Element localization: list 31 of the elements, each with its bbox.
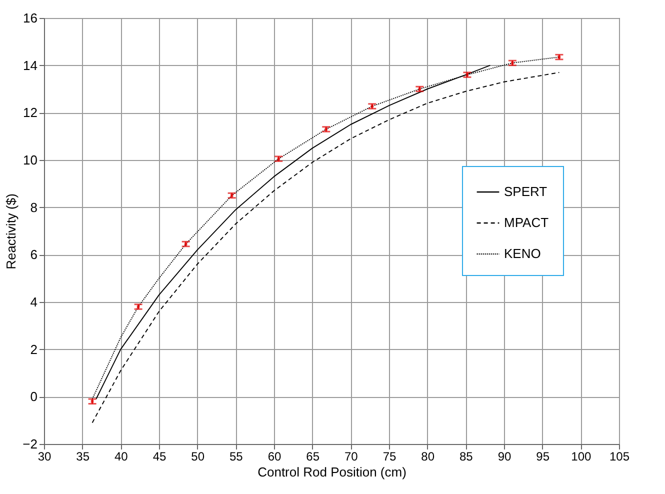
x-tick-label: 70 xyxy=(344,450,358,464)
x-tick-label: 45 xyxy=(152,450,166,464)
y-tick-label: 16 xyxy=(23,10,38,26)
x-tick-label: 105 xyxy=(609,450,630,464)
y-tick-label: 8 xyxy=(30,200,38,215)
y-tick-label: 10 xyxy=(23,152,38,168)
x-tick-label: 40 xyxy=(114,450,128,464)
x-tick-label: 30 xyxy=(38,450,52,464)
y-tick-label: 14 xyxy=(23,58,38,73)
y-tick-label: 4 xyxy=(30,294,38,310)
x-tick-label: 75 xyxy=(382,450,396,464)
legend-label: KENO xyxy=(504,246,541,261)
x-axis-title: Control Rod Position (cm) xyxy=(258,464,406,480)
y-tick-label: 6 xyxy=(30,247,38,262)
x-tick-label: 50 xyxy=(191,450,205,464)
x-tick-label: 60 xyxy=(268,450,282,464)
x-tick-label: 55 xyxy=(229,450,244,464)
x-tick-label: 65 xyxy=(306,450,320,464)
x-tick-label: 90 xyxy=(498,450,512,464)
legend-label: MPACT xyxy=(504,215,549,230)
x-tick-label: 100 xyxy=(571,450,592,464)
x-tick-label: 80 xyxy=(421,450,435,464)
y-axis-title: Reactivity ($) xyxy=(4,194,19,270)
x-tick-label: 95 xyxy=(536,450,550,464)
y-tick-label: 12 xyxy=(23,105,38,120)
legend-label: SPERT xyxy=(504,184,548,199)
y-tick-label: 0 xyxy=(30,389,38,404)
x-tick-label: 85 xyxy=(459,450,474,464)
y-tick-label: −2 xyxy=(22,436,38,452)
x-tick-label: 35 xyxy=(76,450,90,464)
y-tick-label: 2 xyxy=(30,342,38,357)
